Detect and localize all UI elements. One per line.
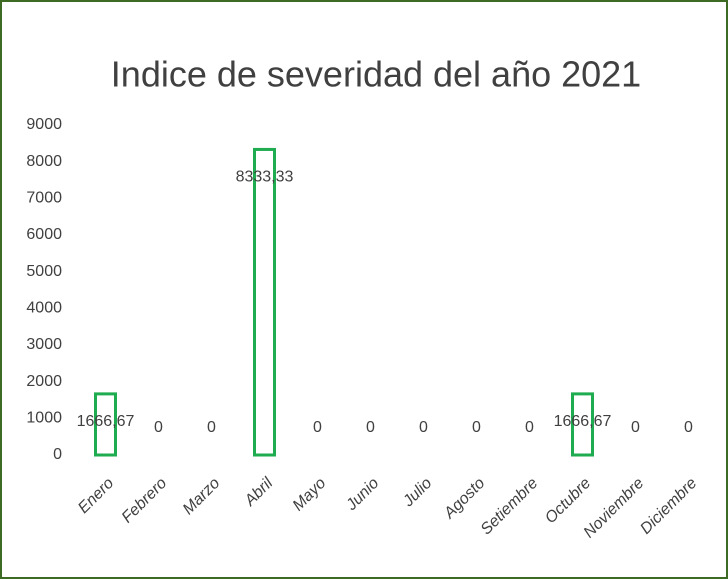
data-label: 0: [472, 419, 481, 436]
bar: [253, 147, 276, 457]
data-label: 8333,33: [236, 169, 294, 186]
data-label: 0: [366, 419, 375, 436]
y-tick-label: 0: [53, 446, 62, 463]
bar: [571, 392, 594, 457]
data-label: 0: [684, 419, 693, 436]
y-tick-label: 3000: [26, 336, 62, 353]
data-label: 0: [154, 419, 163, 436]
data-label: 0: [419, 419, 428, 436]
y-tick-label: 9000: [26, 116, 62, 133]
bar: [94, 392, 117, 457]
y-tick-label: 1000: [26, 410, 62, 427]
data-label: 1666,67: [554, 413, 612, 430]
y-tick-label: 5000: [26, 263, 62, 280]
y-tick-label: 6000: [26, 226, 62, 243]
y-tick-label: 7000: [26, 190, 62, 207]
y-tick-label: 2000: [26, 373, 62, 390]
data-label: 0: [313, 419, 322, 436]
data-label: 0: [525, 419, 534, 436]
chart-title: Indice de severidad del año 2021: [111, 54, 641, 95]
data-label: 1666,67: [77, 413, 135, 430]
data-label: 0: [631, 419, 640, 436]
y-tick-label: 4000: [26, 300, 62, 317]
y-tick-label: 8000: [26, 153, 62, 170]
data-label: 0: [207, 419, 216, 436]
